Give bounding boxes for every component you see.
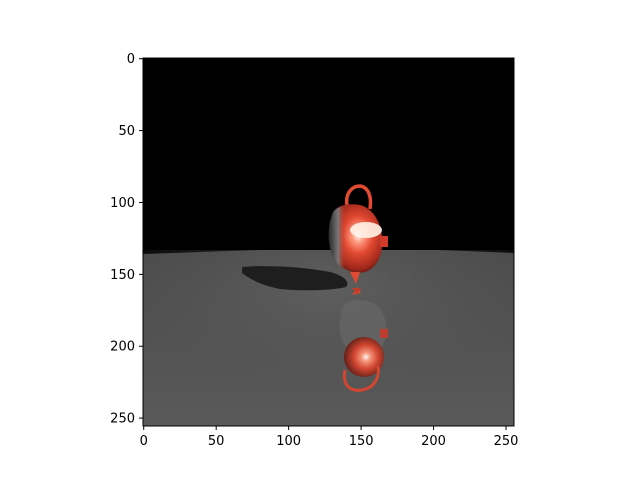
- plot-frame: [142, 57, 515, 427]
- axes: 0 50 100 150 200 250 0 50 100 150 200 250: [110, 52, 518, 449]
- x-tick-label: 0: [140, 434, 148, 449]
- x-tick-label: 50: [208, 434, 225, 449]
- y-tick-label: 100: [110, 196, 135, 211]
- x-tick-label: 250: [494, 434, 519, 449]
- background-region: [143, 58, 514, 254]
- y-tick-label: 200: [110, 340, 135, 355]
- y-tick-label: 50: [118, 124, 135, 139]
- specular-highlight: [350, 222, 382, 238]
- y-tick-label: 150: [110, 268, 135, 283]
- x-tick-label: 200: [421, 434, 446, 449]
- red-teapot-icon: [328, 184, 388, 294]
- x-tick-label: 100: [276, 434, 301, 449]
- teapot-shadow: [242, 266, 348, 291]
- y-tick-label: 250: [110, 412, 135, 427]
- x-tick-label: 150: [349, 434, 374, 449]
- rendered-image: [143, 58, 514, 426]
- y-tick-label: 0: [127, 52, 135, 67]
